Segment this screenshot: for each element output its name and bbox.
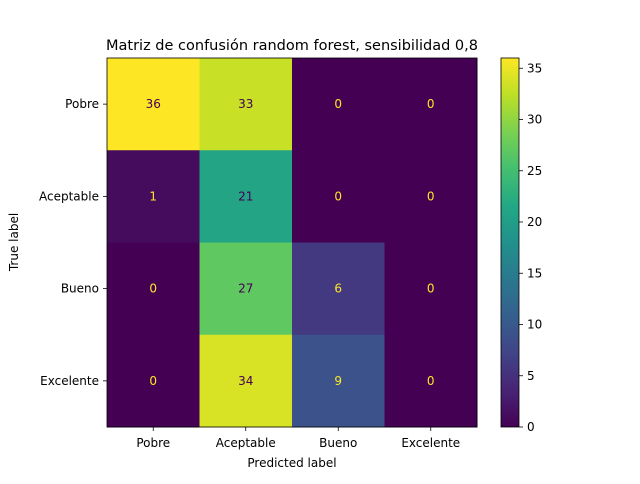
x-tick-label: Bueno xyxy=(319,436,357,450)
y-axis-label: True label xyxy=(7,213,21,272)
cell-value-label: 0 xyxy=(334,97,342,111)
colorbar-tick-label: 25 xyxy=(527,164,542,178)
heatmap-cell xyxy=(292,150,385,243)
cell-value-label: 6 xyxy=(334,282,342,296)
heatmap-cell xyxy=(199,334,293,428)
colorbar-tick-label: 35 xyxy=(527,61,542,75)
heatmap-cell xyxy=(292,334,385,428)
x-tick-label: Excelente xyxy=(401,436,460,450)
cell-value-label: 36 xyxy=(146,97,161,111)
heatmap-cell xyxy=(199,242,293,336)
cell-value-label: 0 xyxy=(149,282,157,296)
y-tick-label: Pobre xyxy=(65,97,99,111)
cell-value-label: 0 xyxy=(427,97,435,111)
cell-value-label: 0 xyxy=(149,374,157,388)
y-tick-label: Bueno xyxy=(61,282,99,296)
cell-value-label: 0 xyxy=(427,374,435,388)
cell-value-label: 33 xyxy=(238,97,253,111)
cell-value-label: 27 xyxy=(238,282,253,296)
colorbar-tick-label: 0 xyxy=(527,420,535,434)
cell-value-label: 34 xyxy=(238,374,253,388)
heatmap-cell xyxy=(384,58,478,151)
heatmap-cell xyxy=(384,334,478,428)
heatmap-cell xyxy=(107,334,200,428)
colorbar-tick-label: 30 xyxy=(527,113,542,127)
heatmap-cell xyxy=(292,242,385,336)
y-tick-label: Aceptable xyxy=(39,189,99,203)
colorbar xyxy=(500,57,520,428)
cell-value-label: 1 xyxy=(149,189,157,203)
colorbar-ticks: 0 5 10 15 20 25 30 35 xyxy=(519,61,542,434)
plot-frame xyxy=(106,57,478,428)
y-tick-label: Excelente xyxy=(40,374,99,388)
heatmap-cell xyxy=(107,150,200,243)
chart-title: Matriz de confusión random forest, sensi… xyxy=(106,38,478,54)
cell-value-label: 0 xyxy=(427,189,435,203)
cell-value-label: 0 xyxy=(427,282,435,296)
cell-value-label: 21 xyxy=(238,189,253,203)
colorbar-tick-label: 20 xyxy=(527,215,542,229)
colorbar-tick-label: 15 xyxy=(527,266,542,280)
heatmap-cell xyxy=(384,242,478,336)
heatmap-cell xyxy=(107,242,200,336)
heatmap-cell xyxy=(199,150,293,243)
colorbar-tick-label: 5 xyxy=(527,369,535,383)
colorbar-tick-label: 10 xyxy=(527,318,542,332)
heatmap-cell xyxy=(384,150,478,243)
cell-value-label: 0 xyxy=(334,189,342,203)
heatmap-cell xyxy=(199,58,293,151)
x-tick-label: Aceptable xyxy=(216,436,276,450)
cell-value-label: 9 xyxy=(334,374,342,388)
x-tick-label: Pobre xyxy=(136,436,170,450)
heatmap-cell xyxy=(292,58,385,151)
heatmap-cell xyxy=(107,58,200,151)
heatmap-cells: 36 33 0 0 1 21 0 0 0 27 6 0 0 34 9 0 xyxy=(107,58,478,428)
x-tick-labels: Pobre Aceptable Bueno Excelente xyxy=(136,427,460,450)
y-tick-labels: Pobre Aceptable Bueno Excelente xyxy=(39,97,107,388)
x-axis-label: Predicted label xyxy=(247,456,336,470)
